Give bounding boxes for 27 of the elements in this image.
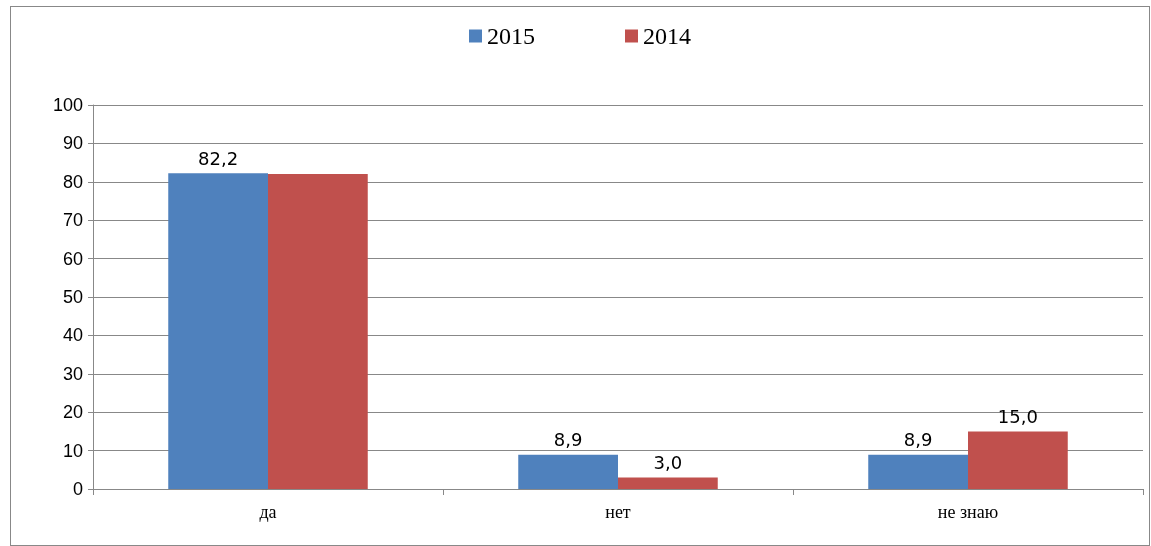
y-tick-label: 0 — [72, 479, 83, 499]
legend-label: 2014 — [643, 23, 691, 49]
data-label: 82,2 — [198, 147, 239, 169]
y-tick-label: 40 — [62, 325, 83, 346]
data-label: 3,0 — [653, 451, 683, 473]
legend-label: 2015 — [487, 23, 535, 49]
y-tick-label: 20 — [62, 402, 83, 423]
data-label: 15,0 — [997, 405, 1038, 427]
y-tick-label: 30 — [62, 363, 83, 384]
y-tick-label: 70 — [62, 210, 83, 231]
bar — [968, 431, 1068, 489]
x-tick-label: не знаю — [937, 502, 999, 522]
data-label: 8,9 — [903, 429, 933, 451]
y-tick-label: 100 — [52, 95, 83, 115]
y-tick-label: 90 — [62, 133, 83, 154]
bar — [268, 174, 368, 489]
bar — [618, 477, 718, 489]
y-tick-label: 60 — [62, 248, 83, 269]
x-tick-label: нет — [605, 502, 631, 522]
bar — [868, 454, 968, 489]
bar — [518, 454, 618, 489]
y-tick-label: 50 — [62, 287, 83, 307]
data-label: 8,9 — [553, 429, 583, 451]
bar — [168, 173, 268, 489]
x-tick-label: да — [259, 502, 277, 522]
y-tick-label: 10 — [62, 440, 83, 461]
y-tick-label: 80 — [62, 171, 83, 192]
